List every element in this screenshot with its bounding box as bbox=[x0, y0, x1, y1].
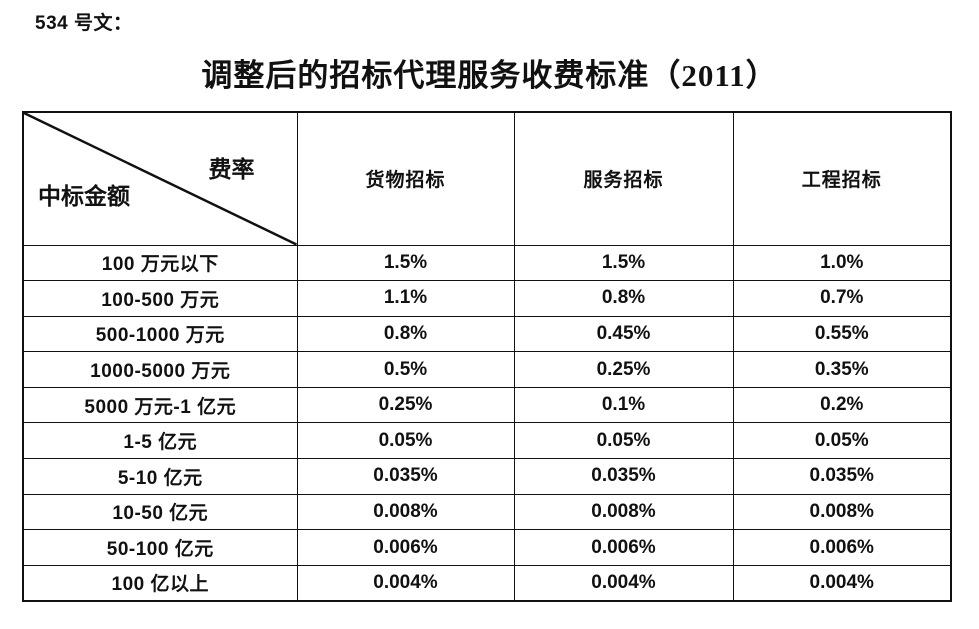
corner-label-rate: 费率 bbox=[208, 156, 255, 182]
page-title: 调整后的招标代理服务收费标准（2011） bbox=[201, 58, 778, 93]
rate-cell: 0.006% bbox=[296, 529, 515, 566]
rate-cell: 0.05% bbox=[732, 422, 952, 460]
column-header-engineering: 工程招标 bbox=[732, 111, 952, 246]
rate-cell: 1.0% bbox=[732, 244, 952, 282]
rate-cell: 0.008% bbox=[296, 493, 515, 531]
rate-cell: 1.1% bbox=[296, 280, 515, 317]
rate-cell: 1.5% bbox=[513, 244, 734, 282]
corner-cell: 费率 中标金额 bbox=[22, 111, 298, 246]
rate-cell: 0.035% bbox=[513, 458, 734, 495]
rate-cell: 0.035% bbox=[732, 458, 952, 495]
rate-cell: 0.004% bbox=[732, 564, 952, 602]
header-row: 费率 中标金额 货物招标 服务招标 工程招标 bbox=[22, 111, 952, 246]
rate-cell: 0.006% bbox=[513, 529, 734, 566]
doc-number-label: 534 号文： bbox=[35, 13, 133, 34]
rate-cell: 0.8% bbox=[513, 280, 734, 317]
table-row: 50-100 亿元 0.006% 0.006% 0.006% bbox=[22, 529, 952, 566]
fee-table: 费率 中标金额 货物招标 服务招标 工程招标 100 万元以下 1.5% 1.5… bbox=[22, 111, 952, 602]
table-body: 100 万元以下 1.5% 1.5% 1.0% 100-500 万元 1.1% … bbox=[22, 244, 952, 602]
row-label-amount-range: 10-50 亿元 bbox=[22, 493, 298, 531]
rate-cell: 0.25% bbox=[296, 386, 515, 424]
rate-cell: 1.5% bbox=[296, 244, 515, 282]
table-row: 10-50 亿元 0.008% 0.008% 0.008% bbox=[22, 493, 952, 531]
table-row: 5-10 亿元 0.035% 0.035% 0.035% bbox=[22, 458, 952, 495]
rate-cell: 0.008% bbox=[513, 493, 734, 531]
table-row: 5000 万元-1 亿元 0.25% 0.1% 0.2% bbox=[22, 386, 952, 424]
column-header-goods: 货物招标 bbox=[296, 111, 515, 246]
rate-cell: 0.05% bbox=[513, 422, 734, 460]
row-label-amount-range: 5-10 亿元 bbox=[22, 458, 298, 495]
table-row: 1-5 亿元 0.05% 0.05% 0.05% bbox=[22, 422, 952, 460]
rate-cell: 0.05% bbox=[296, 422, 515, 460]
rate-cell: 0.008% bbox=[732, 493, 952, 531]
rate-cell: 0.004% bbox=[296, 564, 515, 602]
table-row: 100 亿以上 0.004% 0.004% 0.004% bbox=[22, 564, 952, 602]
row-label-amount-range: 100 万元以下 bbox=[22, 244, 298, 282]
rate-cell: 0.45% bbox=[513, 315, 734, 353]
row-label-amount-range: 5000 万元-1 亿元 bbox=[22, 386, 298, 424]
rate-cell: 0.8% bbox=[296, 315, 515, 353]
rate-cell: 0.55% bbox=[732, 315, 952, 353]
diagonal-divider-line bbox=[24, 113, 296, 244]
rate-cell: 0.7% bbox=[732, 280, 952, 317]
rate-cell: 0.5% bbox=[296, 351, 515, 388]
table-row: 100-500 万元 1.1% 0.8% 0.7% bbox=[22, 280, 952, 317]
rate-cell: 0.004% bbox=[513, 564, 734, 602]
corner-label-amount: 中标金额 bbox=[38, 182, 130, 209]
row-label-amount-range: 1000-5000 万元 bbox=[22, 351, 298, 388]
row-label-amount-range: 100 亿以上 bbox=[22, 564, 298, 602]
row-label-amount-range: 500-1000 万元 bbox=[22, 315, 298, 353]
row-label-amount-range: 100-500 万元 bbox=[22, 280, 298, 317]
row-label-amount-range: 50-100 亿元 bbox=[22, 529, 298, 566]
table-row: 500-1000 万元 0.8% 0.45% 0.55% bbox=[22, 315, 952, 353]
table-row: 1000-5000 万元 0.5% 0.25% 0.35% bbox=[22, 351, 952, 388]
rate-cell: 0.2% bbox=[732, 386, 952, 424]
column-header-services: 服务招标 bbox=[513, 111, 734, 246]
rate-cell: 0.006% bbox=[732, 529, 952, 566]
row-label-amount-range: 1-5 亿元 bbox=[22, 422, 298, 460]
rate-cell: 0.035% bbox=[296, 458, 515, 495]
table-row: 100 万元以下 1.5% 1.5% 1.0% bbox=[22, 244, 952, 282]
rate-cell: 0.1% bbox=[513, 386, 734, 424]
rate-cell: 0.35% bbox=[732, 351, 952, 388]
rate-cell: 0.25% bbox=[513, 351, 734, 388]
